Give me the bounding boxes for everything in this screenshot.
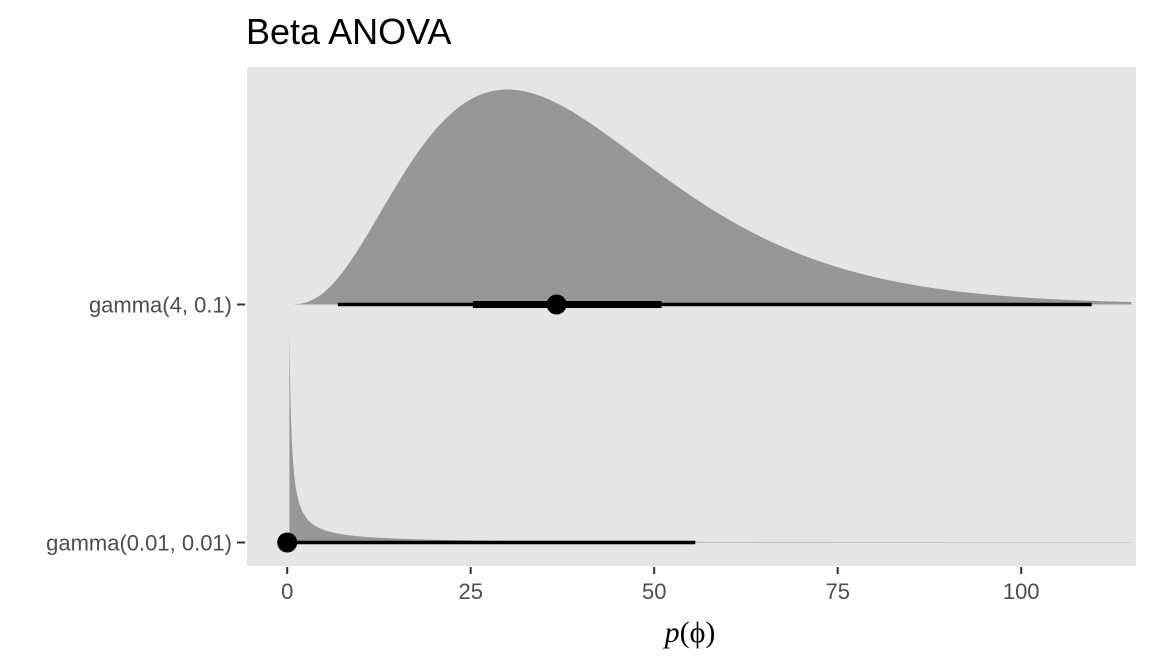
x-tick-label: 0: [281, 579, 293, 604]
chart-title: Beta ANOVA: [246, 11, 451, 52]
x-axis: 0 25 50 75 100: [281, 567, 1040, 604]
x-axis-title-open-paren: (: [680, 616, 690, 649]
y-tick-label: gamma(4, 0.1): [89, 293, 232, 318]
interval-layer: [277, 294, 1092, 553]
point-estimate: [277, 532, 298, 553]
density-layer: [289, 89, 1132, 543]
x-tick-label: 100: [1003, 579, 1040, 604]
x-axis-title-close-paren: ): [705, 616, 715, 649]
y-axis: gamma(4, 0.1) gamma(0.01, 0.01): [46, 293, 245, 556]
x-tick-label: 25: [458, 579, 482, 604]
x-axis-title-p: p: [663, 616, 680, 649]
x-tick-label: 50: [642, 579, 666, 604]
density-slab: [290, 89, 1132, 305]
y-tick-label: gamma(0.01, 0.01): [46, 531, 232, 556]
plot-panel: [247, 67, 1136, 566]
x-axis-title-phi: ϕ: [690, 616, 706, 649]
x-axis-title: p(ϕ): [663, 616, 716, 649]
point-estimate: [546, 294, 567, 315]
x-tick-label: 75: [825, 579, 849, 604]
